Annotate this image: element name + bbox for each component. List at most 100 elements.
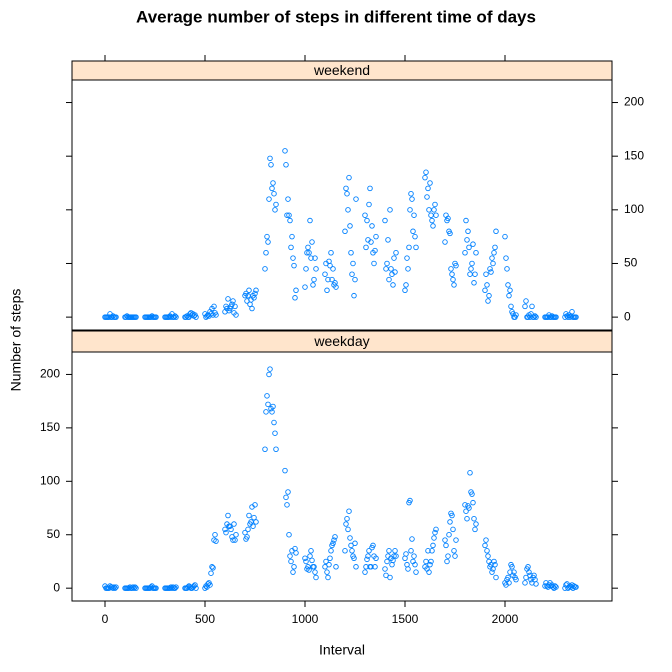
point [502,233,508,240]
point [385,237,391,243]
point [482,542,488,549]
point [484,548,490,554]
point [368,239,374,245]
point [453,537,459,543]
x-tick-label: 1000 [292,612,319,626]
point [407,497,413,504]
point [231,521,237,527]
point [266,371,272,378]
point [402,287,408,294]
point [293,287,299,294]
point [288,244,294,251]
point [410,228,416,235]
point [429,217,435,224]
point [431,535,437,541]
point [271,419,277,426]
point [505,574,511,581]
point [353,564,359,570]
point [452,553,458,559]
point [251,514,257,521]
point [470,499,476,506]
point [111,584,117,590]
point [464,515,470,522]
point [364,556,370,563]
point [404,255,410,261]
point [292,295,298,301]
point [133,585,139,591]
point [384,260,390,267]
point [273,201,279,208]
point [490,566,496,572]
point [428,558,434,565]
y-tick-label: 150 [624,148,644,162]
point [412,561,418,568]
point [330,540,336,547]
y-axis-label: Number of steps [8,289,24,392]
point [484,282,490,288]
point [244,534,250,540]
point [263,409,269,415]
point [269,185,275,192]
point [113,584,119,590]
point [308,548,314,554]
point [482,287,488,294]
point [573,314,579,320]
point [324,287,330,294]
point [553,584,559,590]
point [427,561,433,568]
point [513,312,519,318]
point [426,569,432,575]
panel [71,351,613,602]
point [287,553,293,559]
point [284,502,290,508]
point [233,531,239,538]
point [430,542,436,549]
point [382,217,388,224]
point [249,305,255,312]
x-tick-label: 2000 [492,612,519,626]
point [213,538,219,544]
point [269,409,275,415]
point [344,190,350,197]
point [529,303,535,310]
point [223,529,229,536]
point [405,566,411,572]
point [486,292,492,299]
point [466,505,472,511]
point [130,584,136,590]
point [569,309,575,315]
x-axis-label: Interval [319,642,365,658]
point [311,276,317,283]
point [382,566,388,572]
point [346,508,352,514]
point [230,298,236,304]
point [232,537,238,543]
point [447,230,453,237]
point [222,526,228,533]
x-tick-label: 1500 [392,612,419,626]
point [326,561,332,568]
point [305,244,311,251]
point [393,553,399,559]
point [366,201,372,208]
point [329,276,335,283]
point [411,553,417,559]
point [386,276,392,283]
point [403,282,409,288]
point [327,555,333,562]
point [208,570,214,576]
point [153,585,159,591]
point [487,266,493,272]
point [387,574,393,581]
point [302,555,308,562]
point [345,526,351,533]
point [403,551,409,557]
panel [71,79,613,331]
point [193,585,199,591]
point [431,207,437,213]
point [325,276,331,283]
point [266,196,272,202]
point [312,255,318,261]
point [525,564,531,570]
point [408,190,414,197]
